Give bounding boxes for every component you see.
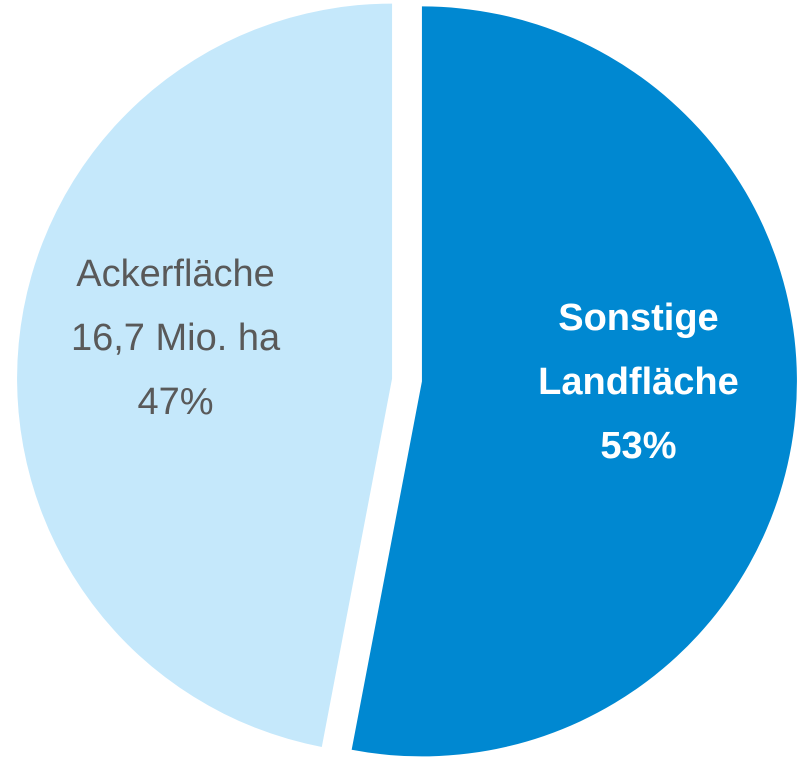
slice-label: Ackerfläche bbox=[76, 253, 275, 296]
slice-value-label: 53% bbox=[600, 424, 677, 467]
slice-label: Sonstige Landfläche bbox=[538, 296, 739, 403]
slice-annotation: 16,7 Mio. ha bbox=[70, 317, 281, 360]
pie-slice bbox=[17, 3, 393, 747]
slice-value-label: 47% bbox=[137, 381, 214, 424]
pie-slice bbox=[351, 6, 797, 757]
